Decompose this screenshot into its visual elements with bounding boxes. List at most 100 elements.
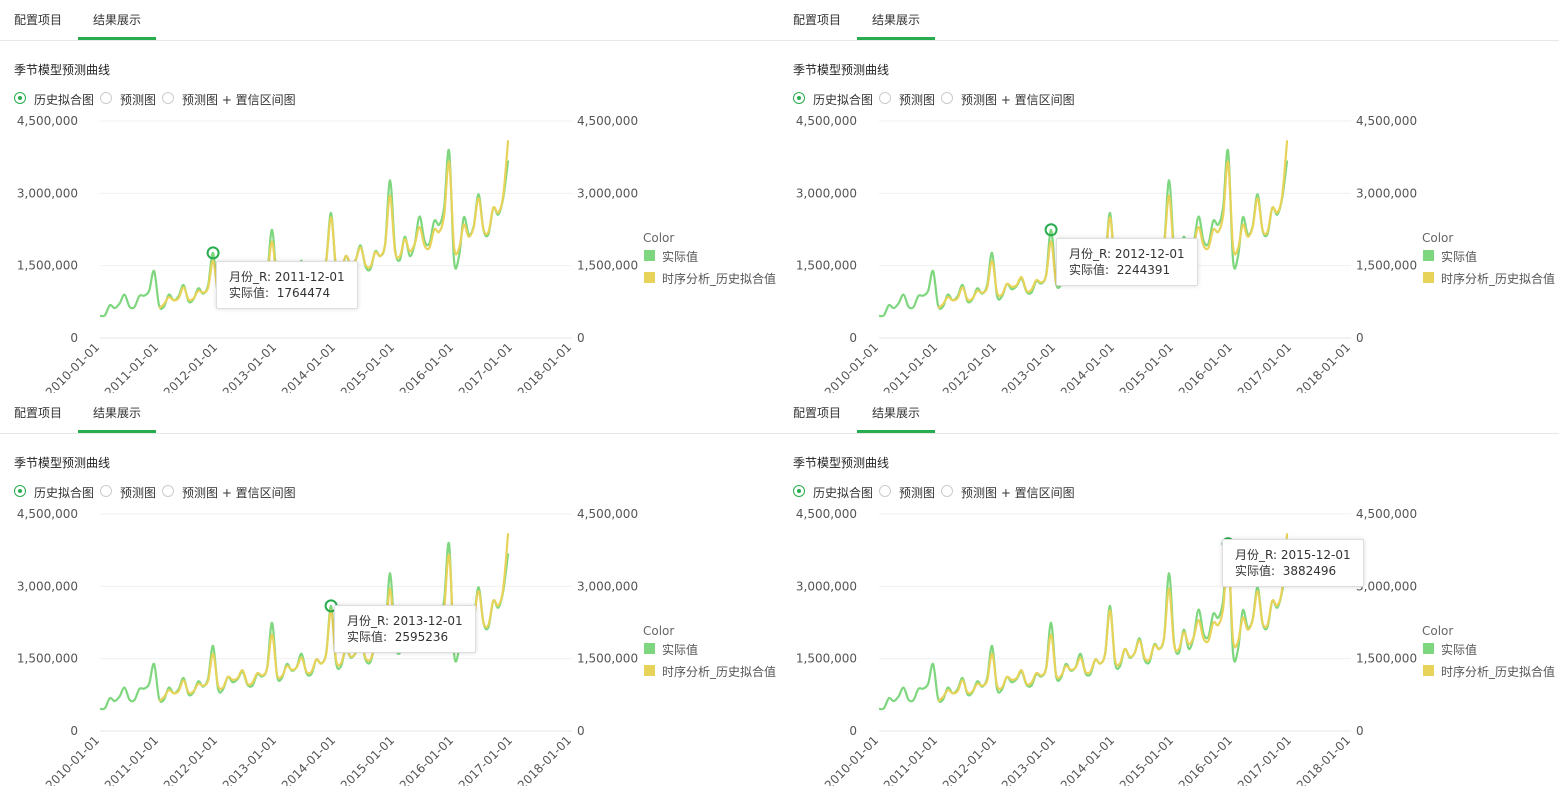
legend-title: Color xyxy=(643,231,675,245)
chart-title: 季节模型预测曲线 xyxy=(793,456,890,470)
radio-unselected-icon xyxy=(941,485,953,497)
tab-bar: 配置项目 结果展示 xyxy=(779,0,1559,41)
tooltip-value-label: 实际值: xyxy=(229,286,270,300)
x-tick-label: 2012-01-01 xyxy=(940,340,999,393)
tooltip-value: 3882496 xyxy=(1282,564,1337,578)
x-tick-label: 2018-01-01 xyxy=(515,733,574,786)
panel: 配置项目 结果展示 季节模型预测曲线 历史拟合图 预测图 预测图 + 置信区间图… xyxy=(0,0,780,393)
tab-config[interactable]: 配置项目 xyxy=(793,13,842,27)
x-tick-label: 2014-01-01 xyxy=(1058,733,1117,786)
x-tick-label: 2010-01-01 xyxy=(43,733,102,786)
radio-unselected-icon xyxy=(162,485,174,497)
y-tick-label: 0 xyxy=(70,331,78,345)
legend-swatch xyxy=(644,250,655,261)
y-tick-label: 1,500,000 xyxy=(796,259,857,273)
y-tick-label: 1,500,000 xyxy=(17,652,78,666)
panel: 配置项目 结果展示 季节模型预测曲线 历史拟合图 预测图 预测图 + 置信区间图… xyxy=(779,0,1559,393)
x-tick-label: 2010-01-01 xyxy=(822,733,881,786)
tooltip-value: 1764474 xyxy=(276,286,331,300)
x-tick-label: 2014-01-01 xyxy=(279,733,338,786)
x-tick-label: 2010-01-01 xyxy=(822,340,881,393)
radio-label: 预测图 xyxy=(120,486,157,500)
line-chart[interactable]: 0 0 1,500,000 1,500,000 3,000,000 3,000,000 4,… xyxy=(779,393,1559,786)
tooltip-value-row: 实际值: 2244391 xyxy=(1069,262,1185,278)
tooltip-month-label: 月份_R: xyxy=(347,614,390,628)
line-chart[interactable]: 0 0 1,500,000 1,500,000 3,000,000 3,000,000 4,… xyxy=(0,0,780,393)
x-tick-label: 2012-01-01 xyxy=(161,733,220,786)
y2-tick-label: 1,500,000 xyxy=(577,259,638,273)
y2-tick-label: 0 xyxy=(577,331,585,345)
y2-tick-label: 3,000,000 xyxy=(577,579,638,593)
tab-results[interactable]: 结果展示 xyxy=(93,13,142,27)
x-tick-label: 2011-01-01 xyxy=(102,340,161,393)
tab-results[interactable]: 结果展示 xyxy=(93,406,142,420)
x-tick-label: 2015-01-01 xyxy=(1117,733,1176,786)
x-tick-label: 2015-01-01 xyxy=(1117,340,1176,393)
radio-label: 历史拟合图 xyxy=(813,93,874,107)
y2-tick-label: 1,500,000 xyxy=(1356,259,1417,273)
tooltip-value-row: 实际值: 2595236 xyxy=(347,629,463,645)
tab-results[interactable]: 结果展示 xyxy=(872,13,921,27)
legend-swatch xyxy=(1423,250,1434,261)
y2-tick-label: 1,500,000 xyxy=(577,652,638,666)
y2-tick-label: 0 xyxy=(1356,724,1364,738)
tab-results[interactable]: 结果展示 xyxy=(872,406,921,420)
y-tick-label: 4,500,000 xyxy=(796,507,857,521)
radio-label: 预测图 xyxy=(899,93,936,107)
legend-label: 时序分析_历史拟合值 xyxy=(662,272,777,286)
legend-label: 实际值 xyxy=(1441,250,1478,264)
x-tick-label: 2018-01-01 xyxy=(1294,733,1353,786)
radio-selected-icon xyxy=(793,485,805,497)
x-tick-label: 2013-01-01 xyxy=(999,340,1058,393)
tab-bar: 配置项目 结果展示 xyxy=(0,393,780,434)
radio-selected-icon xyxy=(14,485,26,497)
legend-label: 实际值 xyxy=(1441,643,1478,657)
legend-swatch xyxy=(644,665,655,676)
chart-tooltip: 月份_R: 2015-12-01 实际值: 3882496 xyxy=(1222,539,1364,587)
legend-swatch xyxy=(644,643,655,654)
tooltip-value-label: 实际值: xyxy=(1235,564,1276,578)
chart-tooltip: 月份_R: 2012-12-01 实际值: 2244391 xyxy=(1056,238,1198,286)
radio-label: 预测图 xyxy=(899,486,936,500)
legend-label: 时序分析_历史拟合值 xyxy=(662,665,777,679)
tooltip-month-row: 月份_R: 2011-12-01 xyxy=(229,269,345,285)
line-chart[interactable]: 0 0 1,500,000 1,500,000 3,000,000 3,000,000 4,… xyxy=(0,393,780,786)
radio-unselected-icon xyxy=(879,92,891,104)
y2-tick-label: 4,500,000 xyxy=(1356,114,1417,128)
y-tick-label: 4,500,000 xyxy=(17,114,78,128)
tab-config[interactable]: 配置项目 xyxy=(14,13,63,27)
y2-tick-label: 3,000,000 xyxy=(1356,579,1417,593)
y2-tick-label: 4,500,000 xyxy=(577,114,638,128)
legend-title: Color xyxy=(1422,624,1454,638)
x-tick-label: 2013-01-01 xyxy=(220,340,279,393)
x-tick-label: 2018-01-01 xyxy=(515,340,574,393)
x-tick-label: 2015-01-01 xyxy=(338,733,397,786)
hover-point-marker xyxy=(206,246,220,260)
radio-unselected-icon xyxy=(941,92,953,104)
radio-unselected-icon xyxy=(162,92,174,104)
tooltip-month-row: 月份_R: 2012-12-01 xyxy=(1069,246,1185,262)
y-tick-label: 4,500,000 xyxy=(17,507,78,521)
radio-unselected-icon xyxy=(100,485,112,497)
tab-config[interactable]: 配置项目 xyxy=(14,406,63,420)
legend-label: 时序分析_历史拟合值 xyxy=(1441,665,1556,679)
chart-title: 季节模型预测曲线 xyxy=(14,456,111,470)
tab-config[interactable]: 配置项目 xyxy=(793,406,842,420)
x-tick-label: 2011-01-01 xyxy=(102,733,161,786)
y-tick-label: 3,000,000 xyxy=(796,186,857,200)
x-tick-label: 2014-01-01 xyxy=(279,340,338,393)
x-tick-label: 2012-01-01 xyxy=(940,733,999,786)
radio-label: 历史拟合图 xyxy=(34,486,95,500)
y2-tick-label: 4,500,000 xyxy=(1356,507,1417,521)
x-tick-label: 2013-01-01 xyxy=(999,733,1058,786)
legend-label: 实际值 xyxy=(662,250,699,264)
tooltip-value-row: 实际值: 1764474 xyxy=(229,285,345,301)
tooltip-value-row: 实际值: 3882496 xyxy=(1235,563,1351,579)
y-tick-label: 1,500,000 xyxy=(796,652,857,666)
y-tick-label: 3,000,000 xyxy=(796,579,857,593)
tooltip-month-row: 月份_R: 2013-12-01 xyxy=(347,613,463,629)
y2-tick-label: 1,500,000 xyxy=(1356,652,1417,666)
radio-label: 历史拟合图 xyxy=(813,486,874,500)
line-chart[interactable]: 0 0 1,500,000 1,500,000 3,000,000 3,000,000 4,… xyxy=(779,0,1559,393)
x-tick-label: 2015-01-01 xyxy=(338,340,397,393)
